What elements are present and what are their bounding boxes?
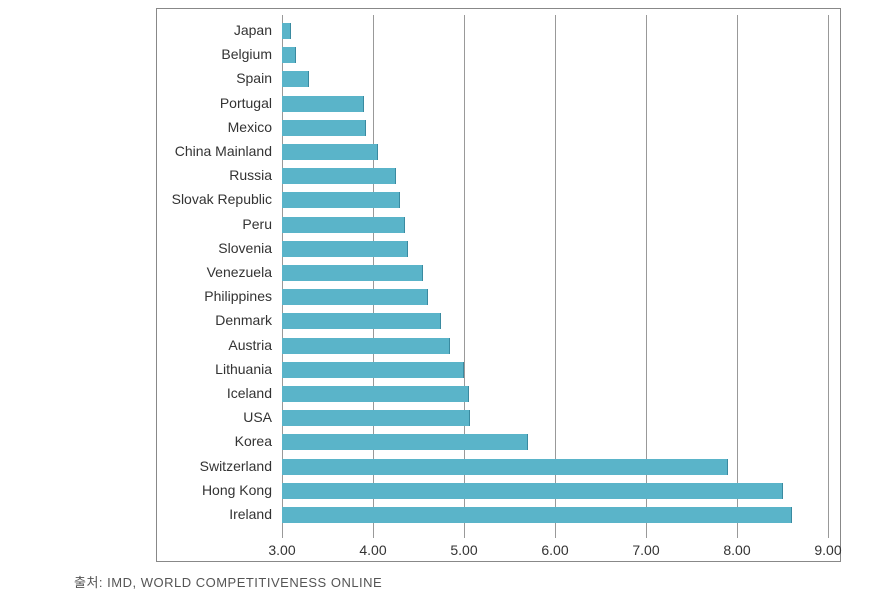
bar: [282, 120, 366, 136]
bar: [282, 483, 783, 499]
bar: [282, 338, 450, 354]
bar: [282, 507, 792, 523]
category-label: Spain: [122, 70, 272, 86]
bar-end: [407, 241, 408, 257]
category-label: Austria: [122, 337, 272, 353]
bar-end: [404, 217, 405, 233]
bar: [282, 410, 470, 426]
bar: [282, 386, 469, 402]
bar-end: [399, 192, 400, 208]
bar-end: [463, 362, 464, 378]
bar-end: [377, 144, 378, 160]
x-tick-label: 5.00: [439, 542, 489, 558]
category-label: Philippines: [122, 288, 272, 304]
x-tick-label: 9.00: [803, 542, 853, 558]
category-label: Ireland: [122, 506, 272, 522]
bar-end: [527, 434, 528, 450]
category-label: China Mainland: [122, 143, 272, 159]
x-tick-label: 7.00: [621, 542, 671, 558]
bar-end: [727, 459, 728, 475]
category-label: Mexico: [122, 119, 272, 135]
category-label: USA: [122, 409, 272, 425]
category-label: Portugal: [122, 95, 272, 111]
x-tick-label: 3.00: [257, 542, 307, 558]
category-label: Japan: [122, 22, 272, 38]
gridline: [828, 15, 829, 538]
plot-area: [282, 15, 828, 538]
category-label: Lithuania: [122, 361, 272, 377]
category-label: Korea: [122, 433, 272, 449]
gridline: [737, 15, 738, 538]
bar: [282, 96, 364, 112]
bar: [282, 71, 309, 87]
bar: [282, 168, 396, 184]
x-tick-label: 4.00: [348, 542, 398, 558]
category-label: Peru: [122, 216, 272, 232]
bar: [282, 434, 528, 450]
x-tick-label: 8.00: [712, 542, 762, 558]
source-text: 출처: IMD, WORLD COMPETITIVENESS ONLINE: [74, 572, 382, 591]
bar-end: [469, 410, 470, 426]
bar-end: [782, 483, 783, 499]
bar-end: [290, 23, 291, 39]
category-label: Venezuela: [122, 264, 272, 280]
bar-end: [365, 120, 366, 136]
category-label: Slovak Republic: [122, 191, 272, 207]
bar-end: [395, 168, 396, 184]
bar: [282, 241, 408, 257]
x-tick-label: 6.00: [530, 542, 580, 558]
bar: [282, 459, 728, 475]
bar-end: [440, 313, 441, 329]
bar-end: [295, 47, 296, 63]
bar: [282, 217, 405, 233]
category-label: Iceland: [122, 385, 272, 401]
bar-end: [791, 507, 792, 523]
bar: [282, 265, 423, 281]
category-label: Slovenia: [122, 240, 272, 256]
bar: [282, 144, 378, 160]
bar-end: [449, 338, 450, 354]
bar-end: [427, 289, 428, 305]
bar: [282, 362, 464, 378]
bar: [282, 289, 428, 305]
bar: [282, 192, 400, 208]
category-label: Belgium: [122, 46, 272, 62]
category-label: Denmark: [122, 312, 272, 328]
bar: [282, 313, 441, 329]
bar-end: [422, 265, 423, 281]
bar-end: [308, 71, 309, 87]
category-label: Russia: [122, 167, 272, 183]
chart-container: 출처: IMD, WORLD COMPETITIVENESS ONLINE Ja…: [0, 0, 875, 601]
category-label: Hong Kong: [122, 482, 272, 498]
bar-end: [363, 96, 364, 112]
bar-end: [468, 386, 469, 402]
bar: [282, 47, 296, 63]
category-label: Switzerland: [122, 458, 272, 474]
